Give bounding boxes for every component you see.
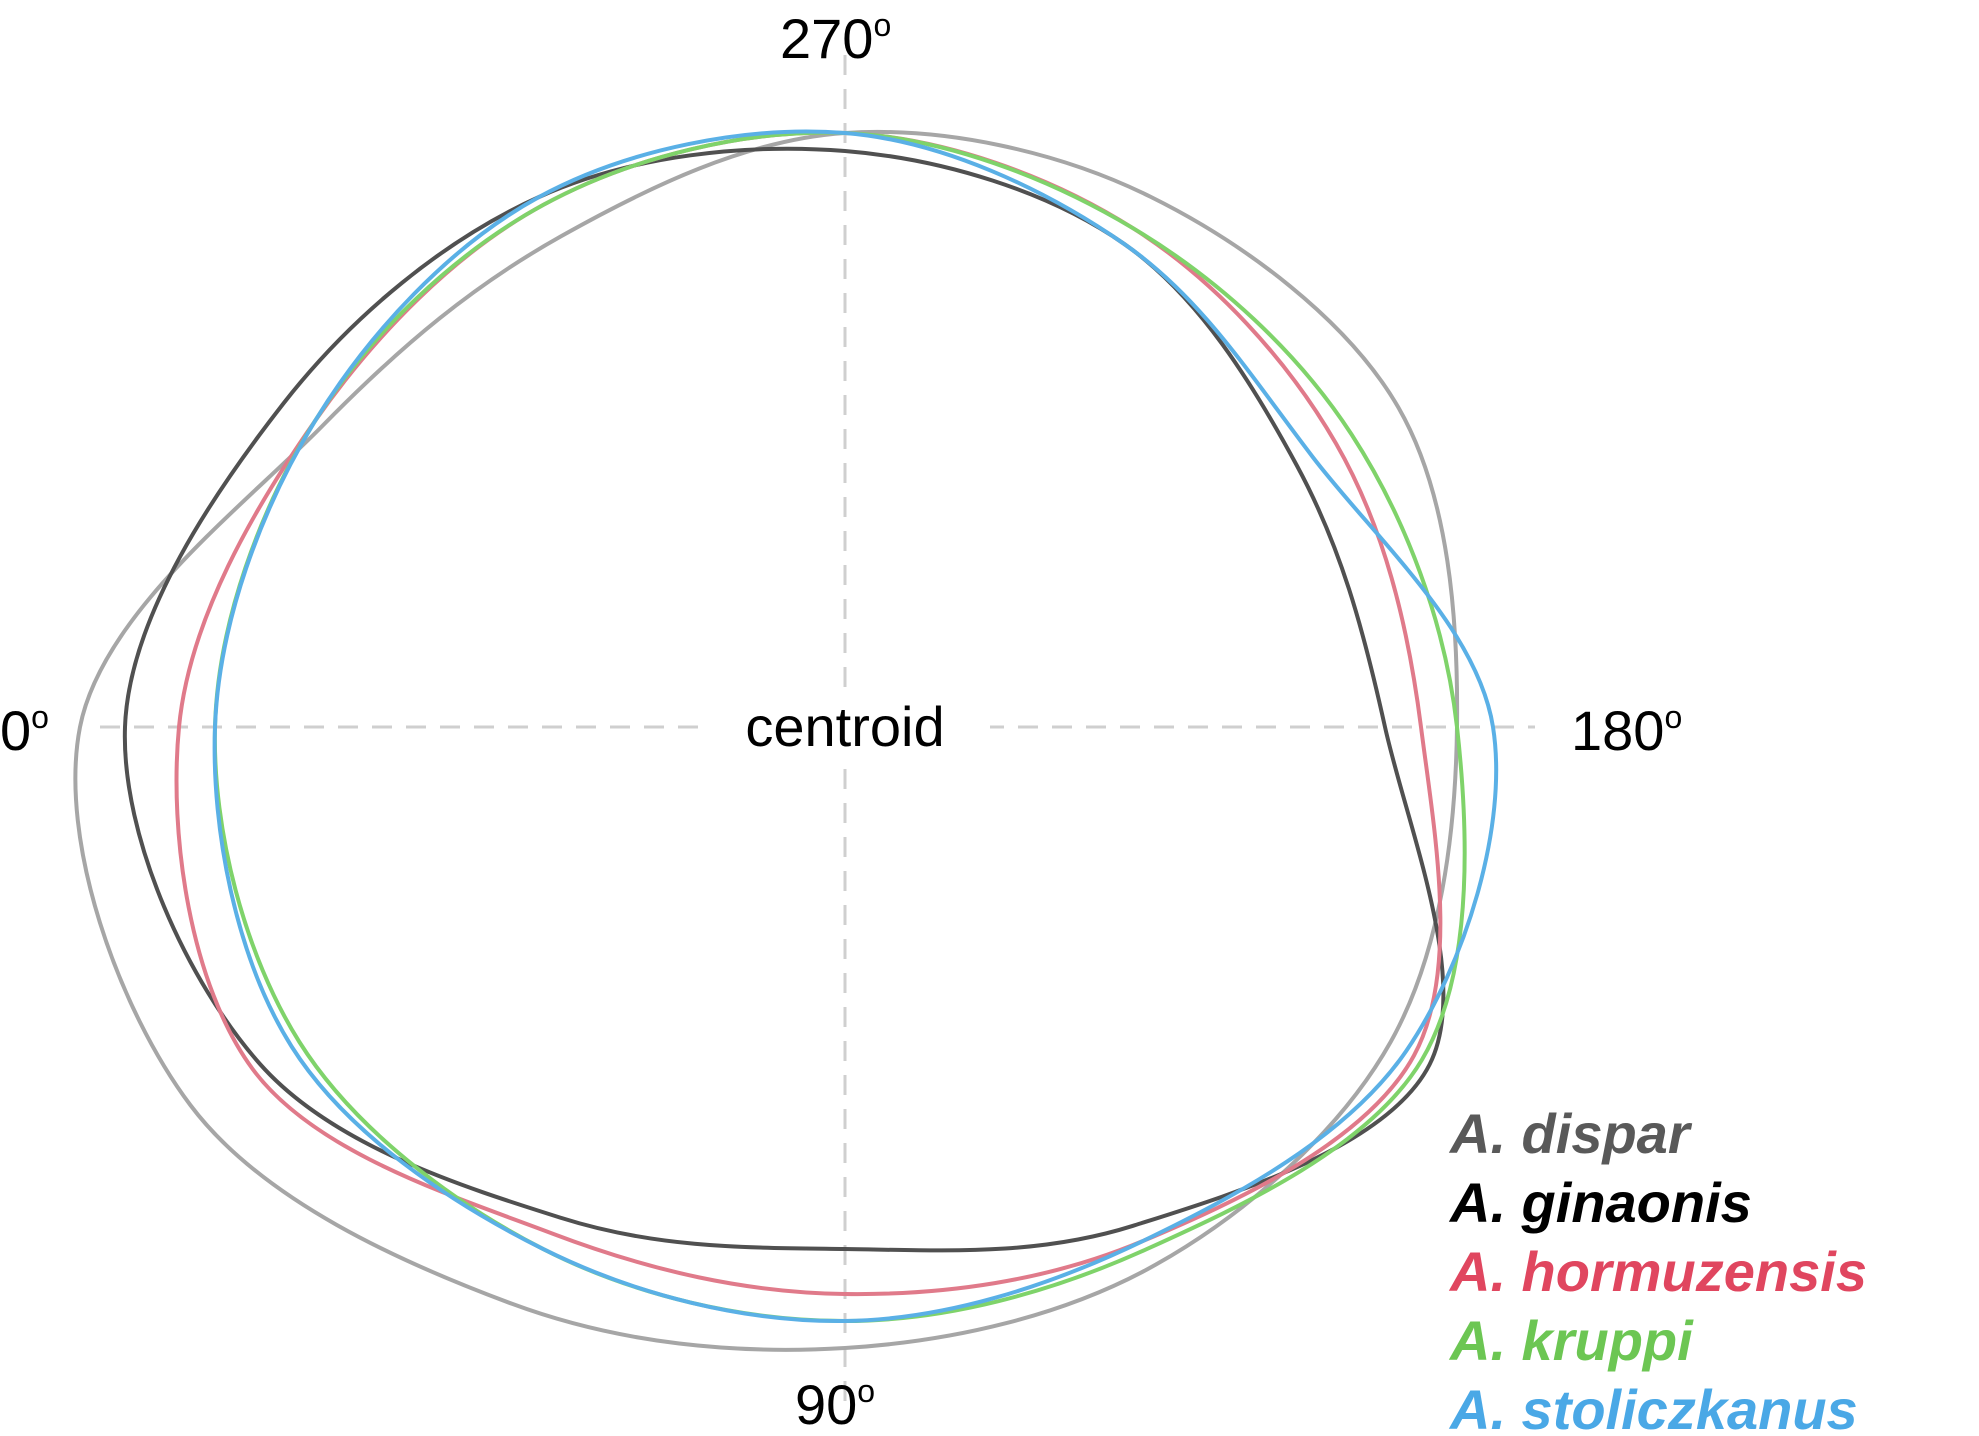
species-outlines [73,129,1499,1352]
legend-item: A. kruppi [1448,1309,1694,1372]
angle-label-0: 0o [0,699,49,762]
outline-a-stoliczkanus [212,129,1499,1324]
legend-item: A. hormuzensis [1448,1240,1867,1303]
outline-a-dispar [73,129,1460,1352]
centroid-label: centroid [745,695,944,758]
center-label-background [700,687,990,765]
angle-label-90: 90o [795,1373,875,1436]
legend-item: A. dispar [1448,1102,1693,1165]
legend-item: A. stoliczkanus [1448,1378,1858,1436]
angle-label-180: 180o [1571,699,1682,762]
angle-label-270: 270o [780,7,891,70]
legend-item: A. ginaonis [1448,1171,1752,1234]
